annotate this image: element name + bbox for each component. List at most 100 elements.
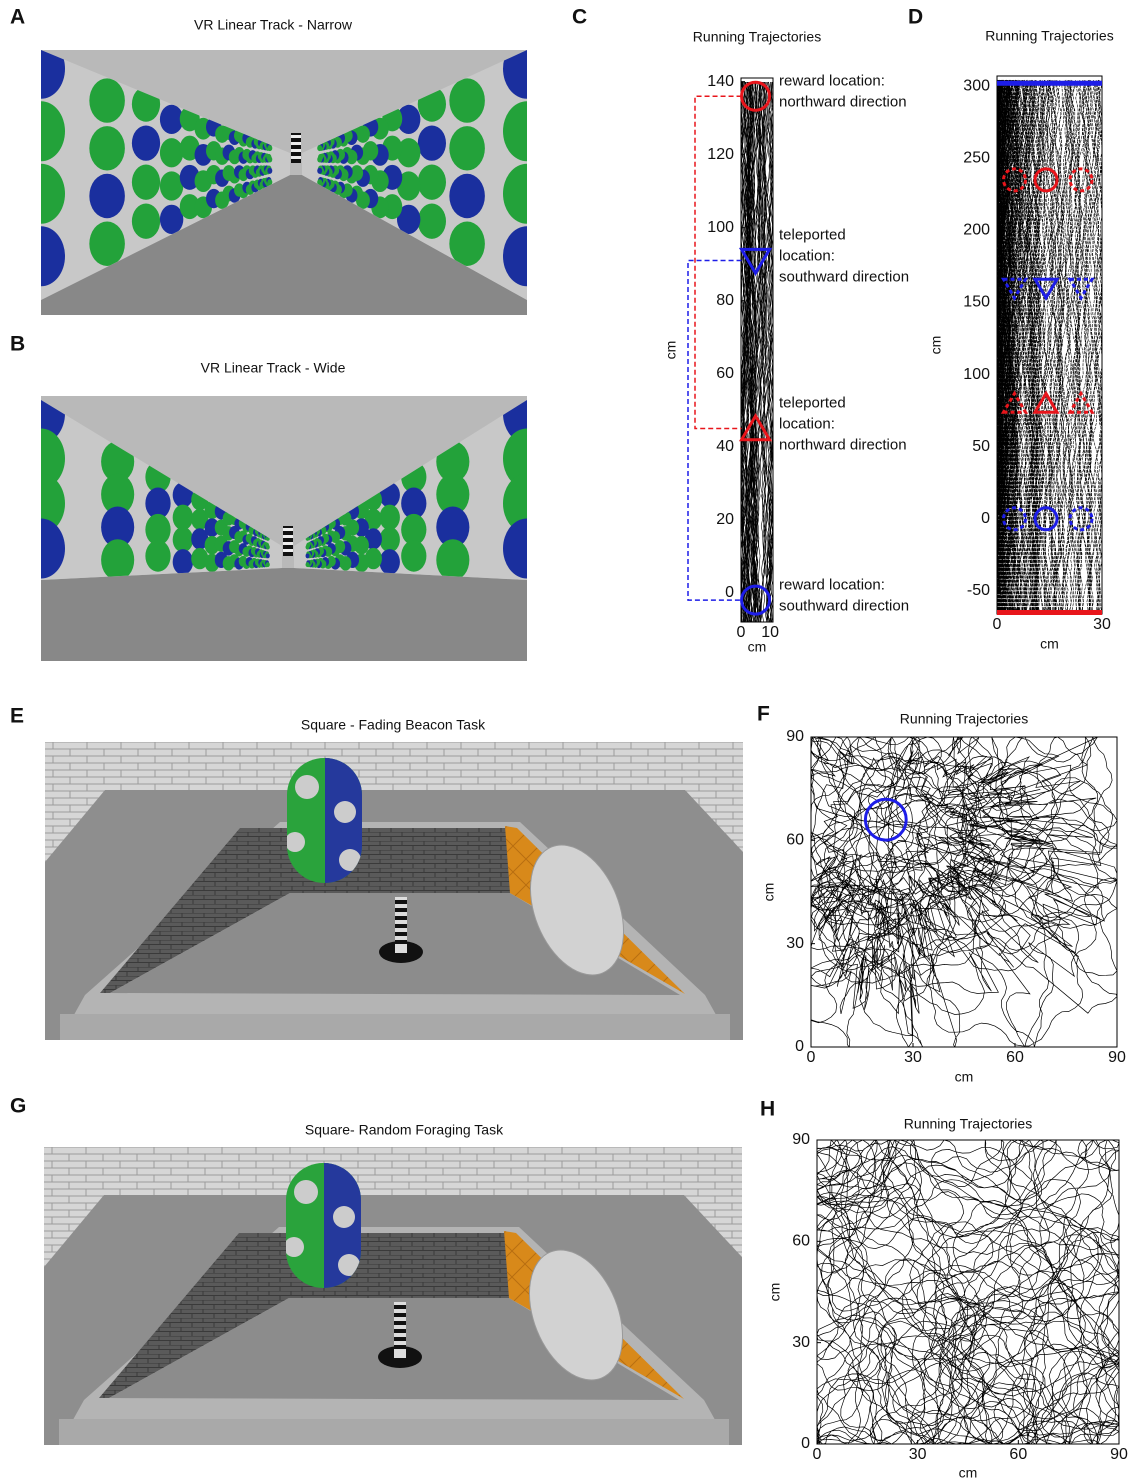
chart-title: Running Trajectories [985,28,1113,44]
panel-letter: E [10,705,24,728]
x-tick-label: 30 [1093,616,1111,633]
y-tick-label: 300 [963,77,990,94]
render-body [17,39,551,315]
beacon-stripe [291,142,301,145]
wall-dot [401,540,426,572]
wall-dot [173,549,193,575]
wall-dot [266,562,270,567]
x-axis-label: cm [959,1465,978,1481]
y-axis-label: cm [761,883,777,902]
beacon-stripe [283,549,293,552]
x-tick-label: 30 [904,1049,922,1066]
wall-dot [89,78,125,122]
wall-dot [449,222,485,266]
wall-dot [379,505,399,531]
y-tick-label: 90 [786,728,804,745]
wall-dot [418,165,446,200]
wall-dot [449,174,485,218]
wall-dot [267,156,272,162]
chart: HRunning Trajectoriescmcm03060900306090 [760,1098,1128,1481]
panel-letter: D [908,6,923,29]
wall-dot [503,519,551,579]
wall-dot [145,540,170,572]
trajectory-texture [817,1140,1119,1444]
annotation: location: [779,248,835,265]
trajectory-texture [741,82,773,622]
wall-dot [160,205,183,234]
chart: DRunning Trajectoriescmcm-50050100150200… [908,6,1114,652]
wall-dot [17,226,65,286]
x-axis-label: cm [1040,636,1059,652]
panel-title: VR Linear Track - Wide [201,360,346,376]
beacon-stripe [283,528,293,531]
x-axis-label: cm [955,1069,974,1085]
wall-dot [132,126,160,161]
floor [41,568,527,661]
annotation: northward direction [779,436,907,453]
y-tick-label: 100 [963,366,990,383]
y-tick-label: 80 [716,292,734,309]
panel-title: VR Linear Track - Narrow [194,17,353,33]
y-tick-label: 250 [963,149,990,166]
annotation: location: [779,415,835,432]
render-body [17,384,551,662]
wall-dot [306,545,310,550]
annotation: reward location: [779,73,885,90]
wall-dot [17,101,65,161]
wall-dot [436,539,469,580]
wall-dot [173,505,193,531]
x-tick-label: 0 [813,1446,822,1463]
chart-title: Running Trajectories [900,711,1028,727]
x-tick-label: 10 [761,624,779,641]
x-tick-label: 60 [1009,1446,1027,1463]
panel-letter: C [572,6,587,29]
beacon-stripe [291,149,301,152]
wall-dot [418,204,446,239]
x-tick-label: 60 [1006,1049,1024,1066]
wall-dot [449,126,485,170]
arena-render [44,1147,742,1445]
panel-letter: G [10,1095,26,1118]
annotation: teleported [779,394,846,411]
trajectory-texture [811,737,1117,1047]
wall-dot [101,539,134,580]
wall-dot [306,562,310,567]
y-axis-label: cm [928,336,944,355]
x-tick-label: 0 [993,616,1002,633]
panel-title: Square- Random Foraging Task [305,1122,504,1138]
wall-dot [266,545,270,550]
y-tick-label: 20 [716,511,734,528]
wall-dot [503,39,551,99]
beacon-stripe [291,156,301,159]
wall-dot [266,553,270,558]
y-tick-label: 0 [795,1038,804,1055]
x-tick-label: 90 [1108,1049,1126,1066]
y-tick-label: 200 [963,222,990,239]
y-tick-label: 30 [786,935,804,952]
y-tick-label: 30 [792,1334,810,1351]
y-tick-label: 60 [792,1233,810,1250]
y-tick-label: 60 [716,365,734,382]
y-tick-label: 100 [707,219,734,236]
x-tick-label: 0 [737,624,746,641]
y-tick-label: 40 [716,438,734,455]
wall-dot [503,226,551,286]
y-tick-label: 0 [981,510,990,527]
wall-dot [449,78,485,122]
trajectory [811,737,1117,1047]
y-tick-label: 90 [792,1131,810,1148]
wall-dot [17,39,65,99]
panel-letter: H [760,1098,775,1121]
wall-dot [17,519,65,579]
y-tick-label: 150 [963,294,990,311]
wall-dot [379,549,399,575]
wall-dot [89,174,125,218]
wall-dot [503,164,551,224]
corridor-render [17,384,551,662]
x-tick-label: 0 [807,1049,816,1066]
wall-dot [89,126,125,170]
wall-dot [317,145,322,151]
chart-title: Running Trajectories [693,29,821,45]
wall-dot [379,527,399,553]
y-tick-label: 60 [786,832,804,849]
